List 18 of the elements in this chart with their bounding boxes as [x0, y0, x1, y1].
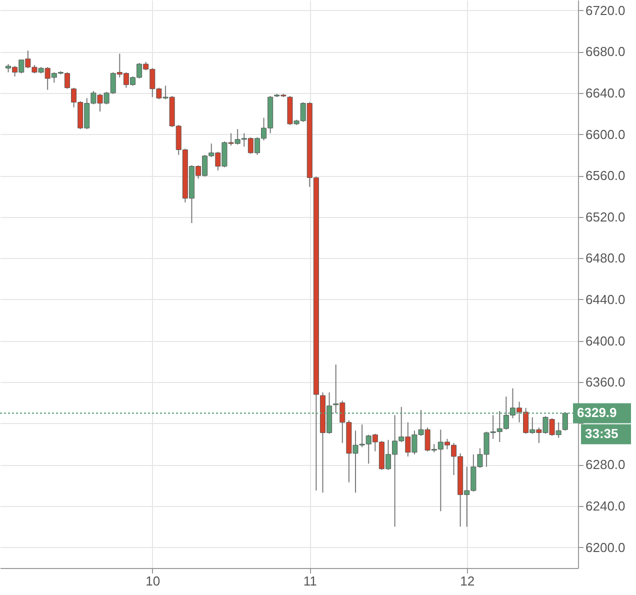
- y-tick-label: 6360.0: [586, 374, 626, 390]
- ref-line-label: 6329.9: [577, 405, 617, 420]
- y-tick-label: 6560.0: [586, 168, 626, 184]
- y-tick-label: 6480.0: [586, 250, 626, 266]
- y-tick-label: 6240.0: [586, 498, 626, 514]
- y-tick-label: 6640.0: [586, 85, 626, 100]
- y-tick-label: 6400.0: [586, 333, 626, 348]
- text: 33:35: [585, 426, 618, 442]
- x-tick-label: 11: [303, 574, 317, 588]
- y-tick-label: 6440.0: [586, 292, 626, 307]
- y-tick-label: 6520.0: [586, 209, 626, 224]
- y-tick-label: 6200.0: [586, 540, 626, 555]
- y-tick-label: 6720.0: [586, 2, 626, 18]
- x-tick-label: 12: [460, 574, 475, 588]
- y-tick-label: 6680.0: [586, 44, 626, 60]
- y-tick-label: 6280.0: [586, 457, 626, 472]
- x-tick-label: 10: [146, 574, 160, 588]
- y-tick-label: 6600.0: [586, 126, 626, 142]
